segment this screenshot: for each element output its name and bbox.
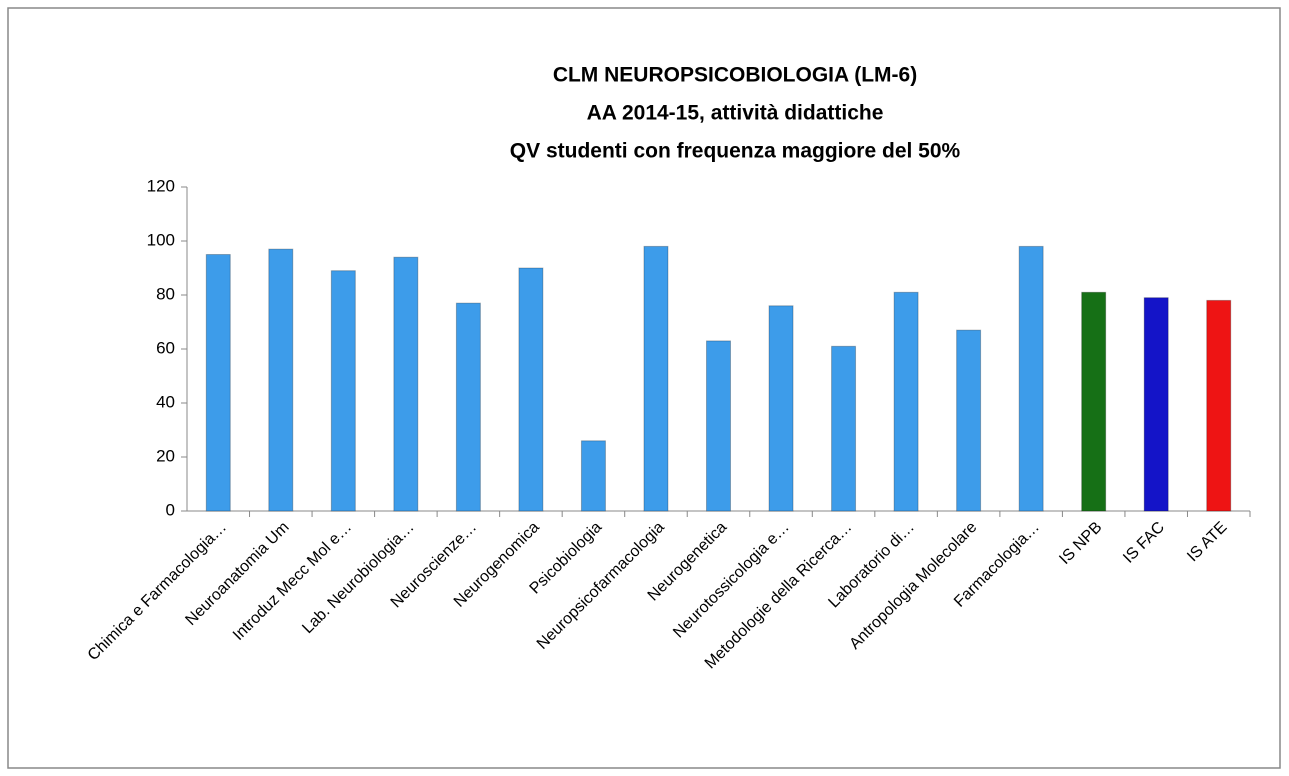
bar	[1143, 297, 1169, 512]
bar	[455, 302, 481, 512]
y-tick-label: 40	[156, 392, 175, 411]
bar	[518, 267, 544, 512]
bar	[893, 291, 919, 512]
chart-title: QV studenti con frequenza maggiore del 5…	[510, 140, 961, 163]
bar	[205, 254, 231, 512]
bar	[1081, 291, 1107, 512]
bar	[831, 345, 857, 512]
bar	[956, 329, 982, 512]
y-tick-label: 20	[156, 446, 175, 465]
bar	[1206, 299, 1232, 512]
bar	[393, 256, 419, 512]
y-tick-label: 120	[147, 176, 175, 195]
bar	[706, 340, 731, 512]
bar	[1018, 245, 1044, 512]
chart-title: AA 2014-15, attività didattiche	[587, 102, 884, 125]
y-tick-label: 0	[166, 500, 175, 519]
y-tick-label: 100	[147, 230, 175, 249]
chart-title: CLM NEUROPSICOBIOLOGIA (LM-6)	[553, 64, 917, 87]
y-tick-label: 80	[156, 284, 175, 303]
y-tick-label: 60	[156, 338, 175, 357]
bar	[643, 245, 669, 512]
bar	[580, 440, 606, 512]
bar	[268, 248, 294, 512]
bar	[330, 270, 356, 512]
bar	[768, 305, 794, 512]
